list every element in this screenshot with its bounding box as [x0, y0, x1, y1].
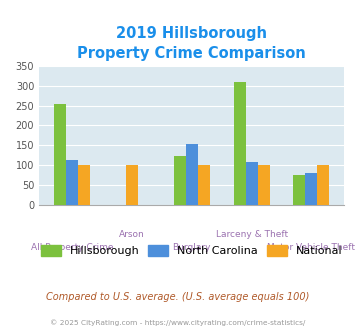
Text: © 2025 CityRating.com - https://www.cityrating.com/crime-statistics/: © 2025 CityRating.com - https://www.city… — [50, 319, 305, 326]
Bar — [174, 156, 186, 205]
Title: 2019 Hillsborough
Property Crime Comparison: 2019 Hillsborough Property Crime Compari… — [77, 26, 306, 61]
Bar — [78, 165, 90, 205]
Text: Motor Vehicle Theft: Motor Vehicle Theft — [267, 244, 355, 252]
Text: All Property Crime: All Property Crime — [31, 244, 113, 252]
Legend: Hillsborough, North Carolina, National: Hillsborough, North Carolina, National — [37, 241, 347, 261]
Bar — [317, 165, 329, 205]
Bar — [305, 173, 317, 205]
Text: Larceny & Theft: Larceny & Theft — [215, 230, 288, 239]
Text: Arson: Arson — [119, 230, 145, 239]
Bar — [66, 160, 78, 205]
Bar — [294, 175, 305, 205]
Bar — [246, 162, 257, 205]
Bar — [257, 165, 269, 205]
Text: Compared to U.S. average. (U.S. average equals 100): Compared to U.S. average. (U.S. average … — [46, 292, 309, 302]
Text: Burglary: Burglary — [173, 244, 211, 252]
Bar — [126, 165, 138, 205]
Bar — [54, 104, 66, 205]
Bar — [186, 144, 198, 205]
Bar — [198, 165, 210, 205]
Bar — [234, 82, 246, 205]
